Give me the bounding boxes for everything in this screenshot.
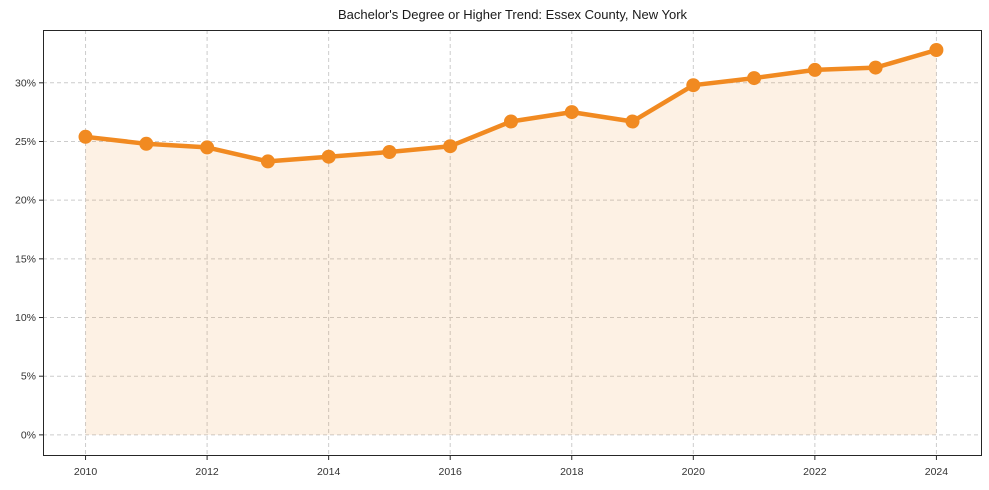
data-point-2010 (78, 129, 93, 144)
x-tick-label-2020: 2020 (682, 466, 706, 478)
y-tick-label-0: 0% (21, 429, 36, 441)
data-point-2018 (564, 105, 579, 120)
data-point-2011 (139, 136, 154, 151)
area-fill-group (85, 50, 937, 435)
data-point-2016 (443, 139, 458, 154)
x-tick-label-2024: 2024 (925, 466, 949, 478)
axis-ticks (39, 82, 937, 460)
y-tick-label-20: 20% (15, 195, 36, 207)
x-tick-label-2012: 2012 (195, 466, 219, 478)
y-tick-label-25: 25% (15, 136, 36, 148)
data-point-2020 (686, 78, 701, 93)
y-tick-label-10: 10% (15, 312, 36, 324)
data-point-2015 (382, 145, 397, 159)
y-gridlines (43, 82, 982, 436)
chart-title: Bachelor's Degree or Higher Trend: Essex… (337, 7, 688, 22)
data-point-2024 (929, 43, 944, 57)
data-point-2019 (625, 114, 640, 129)
data-point-2022 (807, 62, 822, 77)
data-point-2021 (747, 71, 762, 86)
x-gridlines (85, 30, 937, 456)
data-point-2017 (504, 114, 518, 129)
y-axis-tick-labels: 0% 5% 10% 15% 20% 25% 30% (15, 77, 36, 441)
data-point-2014 (321, 149, 336, 164)
y-tick-label-15: 15% (15, 253, 36, 265)
x-axis-tick-labels: 2010 2012 2014 2016 2018 2020 2022 2024 (74, 466, 948, 478)
x-tick-label-2022: 2022 (803, 466, 827, 478)
x-tick-label-2010: 2010 (74, 466, 98, 478)
area-fill (85, 50, 937, 435)
data-point-2013 (260, 154, 275, 169)
data-point-2023 (868, 60, 883, 75)
y-tick-label-30: 30% (15, 77, 36, 89)
data-point-2012 (200, 140, 215, 155)
x-tick-label-2018: 2018 (560, 466, 584, 478)
x-tick-label-2016: 2016 (439, 466, 463, 478)
plot-border (43, 30, 982, 456)
y-tick-label-5: 5% (21, 371, 36, 383)
data-points (78, 43, 944, 169)
x-tick-label-2014: 2014 (317, 466, 341, 478)
